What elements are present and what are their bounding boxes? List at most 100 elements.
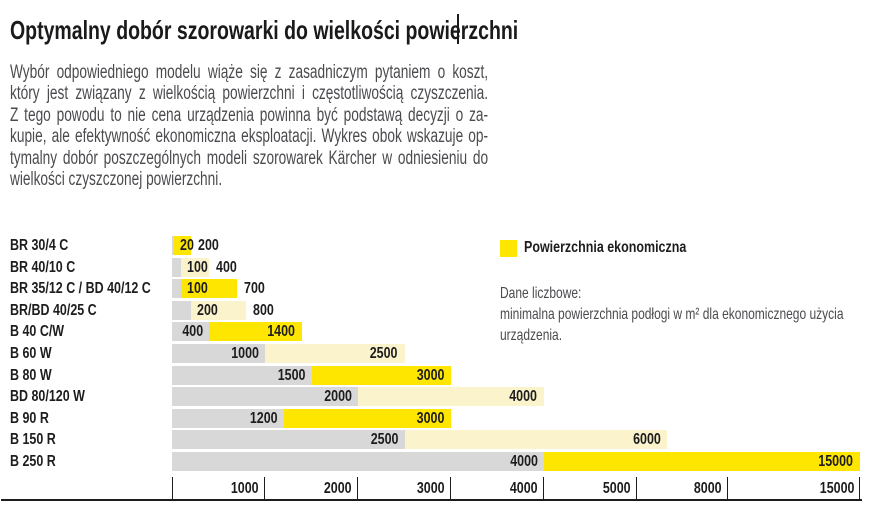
chart-row: BD 80/120 W 2000 4000 [0, 387, 880, 407]
max-value-label: 4000 [509, 388, 537, 406]
chart-row: B 90 R 1200 3000 [0, 408, 880, 428]
model-label: B 250 R [10, 452, 56, 470]
max-value-label: 3000 [416, 366, 444, 384]
text-cursor [457, 14, 459, 44]
max-value-label: 800 [253, 301, 275, 319]
intro-paragraph: Wybór odpowiedniego modelu wiąże się z z… [10, 62, 488, 190]
economic-bar [173, 236, 191, 255]
min-value-label: 400 [182, 323, 204, 341]
pre-economic-bar [172, 365, 312, 385]
legend: Powierzchnia ekonomiczna [500, 239, 880, 257]
pre-economic-bar [172, 430, 405, 450]
model-label: BD 80/120 W [10, 388, 85, 406]
axis-segment: 4000 [451, 477, 544, 500]
economic-bar [404, 430, 668, 450]
axis-tick-label: 5000 [603, 480, 631, 497]
min-value-label: 1200 [249, 409, 278, 427]
axis-segment: 5000 [544, 477, 637, 500]
intro-line: kupie, ale efektywność ekonomiczna ekspl… [10, 126, 489, 148]
pre-economic-bar [172, 387, 358, 407]
chart-row: B 40 C/W 400 1400 [0, 322, 880, 342]
economic-bar [283, 408, 451, 428]
max-value-label: 1400 [267, 323, 296, 341]
chart-row: B 250 R 4000 15000 [0, 451, 880, 471]
economic-bar [311, 365, 451, 385]
chart-row: B 60 W 1000 2500 [0, 343, 880, 363]
max-value-label: 400 [216, 258, 238, 276]
intro-line: wielkości czyszczonej powierzchni. [10, 169, 223, 191]
model-label: BR 40/10 C [10, 258, 76, 276]
legend-note: Dane liczbowe: minimalna powierzchnia po… [500, 283, 875, 346]
x-axis: 1000 2000 3000 4000 5000 8000 15000 [172, 477, 860, 500]
min-value-label: 200 [196, 301, 218, 319]
model-label: B 60 W [10, 344, 52, 362]
economic-bar [209, 322, 303, 342]
intro-line: Wybór odpowiedniego modelu wiąże się z z… [10, 62, 489, 83]
economic-bar [544, 451, 860, 471]
min-value-label: 1500 [277, 366, 306, 384]
pre-economic-bar [172, 300, 191, 320]
economic-bar [181, 279, 238, 299]
pre-economic-bar [172, 343, 265, 363]
axis-segment: 2000 [265, 477, 358, 500]
legend-note-body: minimalna powierzchnia podłogi w m² dla … [500, 306, 844, 344]
x-axis-line [1, 499, 862, 501]
axis-tick-label: 2000 [324, 480, 352, 497]
axis-segment: 8000 [637, 477, 728, 500]
min-value-label: 2000 [324, 388, 352, 406]
pre-economic-bar [172, 279, 182, 299]
page-title: Optymalny dobór szorowarki do wielkości … [10, 15, 519, 45]
max-value-label: 3000 [416, 409, 444, 427]
intro-line: tymalny dobór poszczególnych modeli szor… [10, 147, 489, 169]
axis-tick-label: 15000 [819, 480, 854, 497]
axis-tick-label: 4000 [510, 480, 538, 497]
chart-row: BR 30/4 C 20 200 [0, 236, 880, 255]
legend-note-title: Dane liczbowe: [500, 285, 582, 302]
min-value-label: 100 [187, 280, 209, 298]
axis-tick-label: 3000 [417, 480, 445, 497]
chart-row: BR 40/10 C 100 400 [0, 257, 880, 277]
pre-economic-bar [172, 451, 544, 471]
min-value-label: 1000 [231, 344, 259, 362]
min-value-label: 2500 [370, 431, 399, 449]
legend-swatch-icon [500, 239, 517, 257]
economic-bar [190, 300, 247, 320]
model-label: B 90 R [10, 409, 49, 427]
max-value-label: 2500 [369, 344, 398, 362]
min-value-label: 4000 [510, 452, 538, 470]
max-value-label: 15000 [818, 452, 853, 470]
max-value-label: 200 [197, 237, 219, 254]
chart-row: BR 35/12 C / BD 40/12 C 100 700 [0, 279, 880, 299]
economic-bar [181, 257, 210, 277]
pre-economic-bar [172, 408, 284, 428]
chart-row: BR/BD 40/25 C 200 800 [0, 300, 880, 320]
economic-bar [265, 343, 405, 363]
model-label: BR/BD 40/25 C [10, 301, 97, 319]
axis-tick-label: 1000 [231, 480, 259, 497]
intro-line: Z tego powodu to nie cena urządzenia pow… [10, 104, 489, 126]
model-label: BR 35/12 C / BD 40/12 C [10, 280, 151, 298]
legend-label: Powierzchnia ekonomiczna [524, 239, 687, 256]
min-value-label: 20 [179, 237, 194, 254]
max-value-label: 6000 [632, 431, 661, 449]
pre-economic-bar [172, 236, 174, 255]
pre-economic-bar [172, 322, 210, 342]
model-label: B 80 W [10, 366, 52, 384]
axis-segment: 3000 [358, 477, 451, 500]
axis-segment: 1000 [172, 477, 265, 500]
model-label: B 40 C/W [10, 323, 65, 341]
axis-segment: 15000 [728, 477, 860, 500]
model-label: B 150 R [10, 431, 56, 449]
max-value-label: 700 [244, 280, 265, 298]
chart-side-panel: Powierzchnia ekonomiczna Dane liczbowe: … [500, 239, 880, 346]
chart-row: B 150 R 2500 6000 [0, 430, 880, 450]
axis-tick-label: 8000 [694, 480, 722, 497]
chart-row: B 80 W 1500 3000 [0, 365, 880, 385]
economic-bar [358, 387, 544, 407]
model-label: BR 30/4 C [10, 237, 69, 254]
intro-line: który jest związany z wielkością powierz… [10, 83, 489, 105]
chart-rows: BR 30/4 C 20 200 BR 40/10 C 100 400 BR 35/12 C… [0, 236, 880, 474]
pre-economic-bar [172, 257, 182, 277]
min-value-label: 100 [187, 258, 209, 276]
